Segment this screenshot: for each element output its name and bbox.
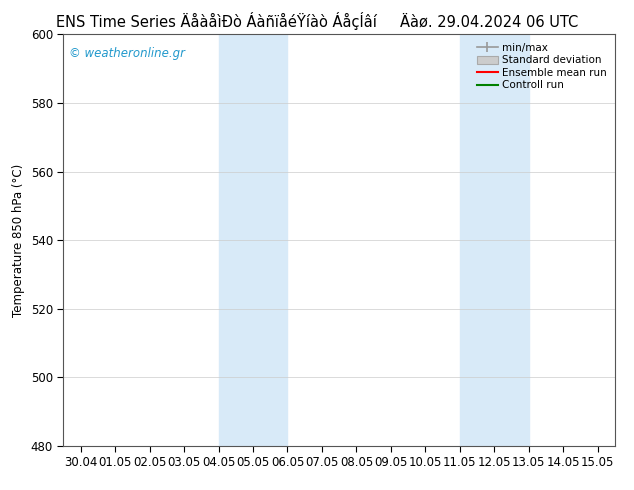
Bar bbox=[219, 34, 287, 446]
Text: ENS Time Series ÄåàåìÐò ÁàñïåéŸíàò ÁåçÍâí     Äàø. 29.04.2024 06 UTC: ENS Time Series ÄåàåìÐò ÁàñïåéŸíàò ÁåçÍâ… bbox=[56, 12, 578, 30]
Legend: min/max, Standard deviation, Ensemble mean run, Controll run: min/max, Standard deviation, Ensemble me… bbox=[474, 40, 610, 94]
Bar bbox=[460, 34, 529, 446]
Text: © weatheronline.gr: © weatheronline.gr bbox=[69, 47, 185, 60]
Y-axis label: Temperature 850 hPa (°C): Temperature 850 hPa (°C) bbox=[12, 164, 25, 317]
